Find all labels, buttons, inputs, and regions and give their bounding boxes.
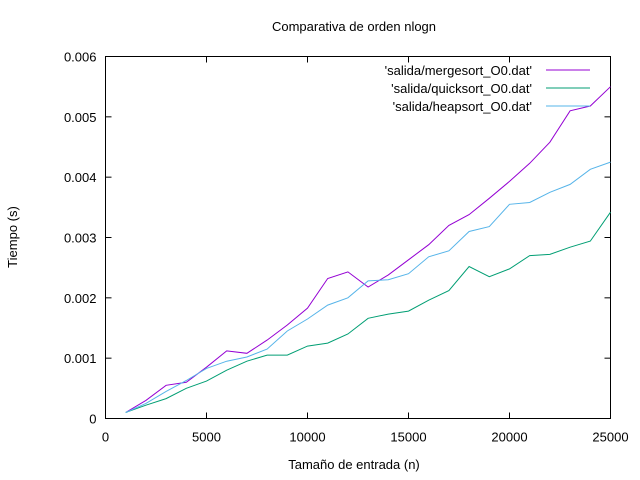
legend-label: 'salida/mergesort_O0.dat' [385,63,532,78]
series-line-2 [125,161,611,413]
x-tick-label: 0 [102,430,109,445]
y-axis: 0 0.001 0.002 0.003 0.004 0.005 0.006 [64,50,611,427]
y-tick-label: 0.002 [64,291,97,306]
y-tick-label: 0.001 [64,351,97,366]
legend-label: 'salida/heapsort_O0.dat' [393,99,532,114]
y-tick-label: 0.004 [64,170,97,185]
x-tick-label: 5000 [192,430,221,445]
y-tick-label: 0.006 [64,50,97,65]
plot-area [105,56,611,419]
x-tick-label: 10000 [289,430,325,445]
legend: 'salida/mergesort_O0.dat' 'salida/quickso… [385,63,590,114]
series-line-0 [125,86,611,413]
legend-label: 'salida/quicksort_O0.dat' [391,81,532,96]
y-tick-label: 0.003 [64,231,97,246]
x-tick-label: 15000 [390,430,426,445]
x-tick-label: 20000 [491,430,527,445]
x-tick-label: 25000 [592,430,628,445]
plot-frame [105,56,611,419]
x-axis-label: Tamaño de entrada (n) [288,457,420,472]
y-axis-label: Tiempo (s) [5,206,20,268]
x-axis: 0 5000 10000 15000 20000 25000 [102,56,629,445]
series-lines [125,86,611,413]
chart-title: Comparativa de orden nlogn [272,19,436,34]
series-line-1 [125,211,611,413]
y-tick-label: 0.005 [64,110,97,125]
y-tick-label: 0 [89,412,96,427]
